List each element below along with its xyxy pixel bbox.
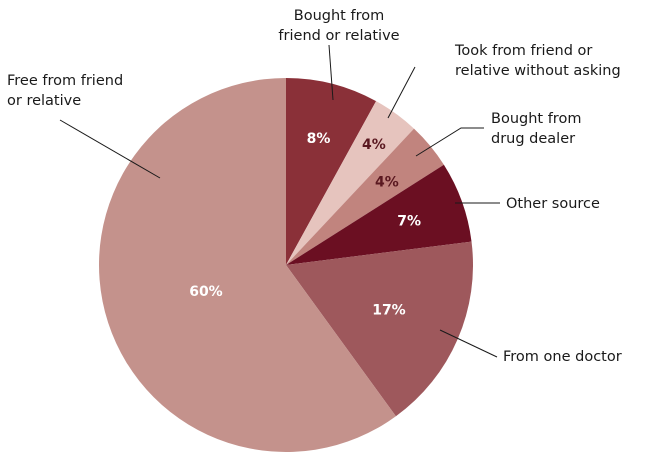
category-labels: Bought from friend or relative Took from f… — [7, 8, 622, 365]
slice-category-label: Bought from drug dealer — [491, 111, 581, 147]
slice-value-label: 8% — [307, 131, 331, 147]
pie-slices — [98, 78, 474, 452]
slice-value-label: 4% — [362, 137, 386, 153]
slice-category-label: From one doctor — [503, 349, 622, 365]
slice-value-label: 4% — [375, 175, 399, 191]
leader-line — [387, 66, 416, 119]
leader-line — [415, 127, 484, 157]
pie-slice — [286, 128, 444, 265]
slice-category-label-line: Bought from — [294, 8, 384, 24]
slice-category-label: Took from friend or relative without aski… — [454, 43, 621, 79]
slice-category-label-line: Free from friend — [7, 73, 123, 89]
value-labels: 8% 4% 4% 7% 17% 60% — [189, 131, 421, 318]
slice-category-label-line: friend or relative — [278, 28, 399, 44]
slice-category-label-line: drug dealer — [491, 131, 575, 147]
slice-category-label-line: Took from friend or — [454, 43, 592, 59]
slice-category-label-line: or relative — [7, 93, 81, 109]
leader-lines — [59, 44, 500, 358]
pie-slice — [286, 164, 472, 265]
slice-value-label: 60% — [189, 284, 223, 300]
slice-category-label-line: Other source — [506, 196, 600, 212]
pie-slice — [286, 241, 474, 417]
slice-category-label: Free from friend or relative — [7, 73, 123, 109]
leader-line — [439, 329, 498, 358]
slice-category-label-line: From one doctor — [503, 349, 622, 365]
slice-category-label: Bought from friend or relative — [278, 8, 399, 44]
leader-line — [59, 119, 161, 179]
slice-category-label-line: relative without asking — [455, 63, 621, 79]
pie-slice — [286, 101, 415, 266]
slice-value-label: 17% — [372, 303, 406, 319]
slice-value-label: 7% — [397, 214, 421, 230]
slice-category-label: Other source — [506, 196, 600, 212]
leader-line — [328, 44, 334, 101]
pie-slice — [98, 78, 396, 452]
slice-category-label-line: Bought from — [491, 111, 581, 127]
pie-slice — [286, 78, 377, 265]
